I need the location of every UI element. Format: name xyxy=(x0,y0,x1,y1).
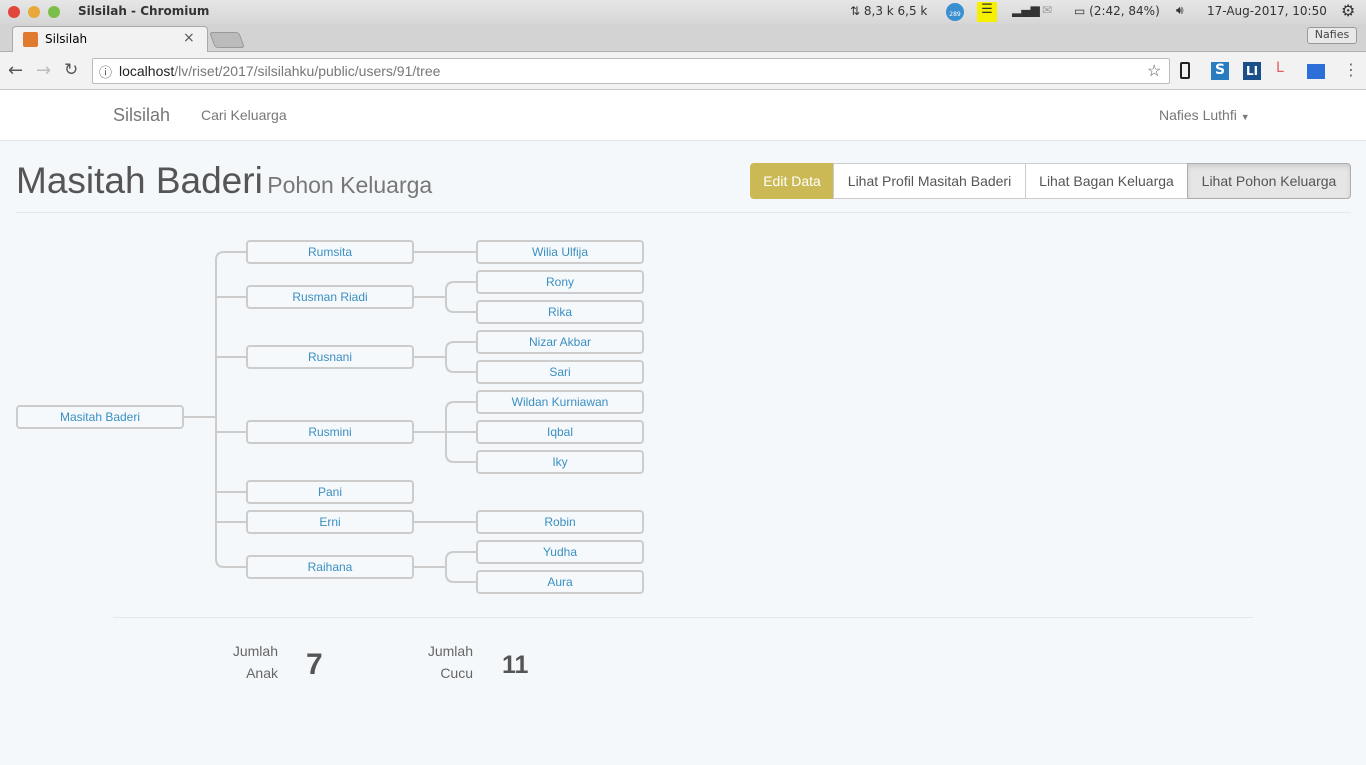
tab-silsilah[interactable]: Silsilah × xyxy=(12,26,208,52)
grandchild-node[interactable]: Nizar Akbar xyxy=(476,330,644,354)
extension-calendar-icon[interactable] xyxy=(1307,64,1325,79)
grandchild-connector xyxy=(445,551,476,561)
child-node[interactable]: Rusnani xyxy=(246,345,414,369)
info-icon[interactable]: ⓘ xyxy=(99,65,113,80)
grandchild-connector xyxy=(445,281,476,291)
child-node[interactable]: Rumsita xyxy=(246,240,414,264)
reload-icon[interactable]: ↻ xyxy=(64,60,79,80)
signal-icon[interactable]: ▂▄▆ xyxy=(1012,3,1040,17)
child-node[interactable]: Pani xyxy=(246,480,414,504)
grandchild-node[interactable]: Rony xyxy=(476,270,644,294)
grandchild-connector xyxy=(445,401,476,411)
navbar: Silsilah Cari Keluarga Nafies Luthfi ▼ xyxy=(0,90,1366,141)
grandchild-node[interactable]: Wilia Ulfija xyxy=(476,240,644,264)
os-top-bar: Silsilah - Chromium ⇅ 8,3 k 6,5 k 289 ☰ … xyxy=(0,0,1366,24)
grandchild-connector xyxy=(445,453,476,463)
children-count-label: Jumlah Anak xyxy=(200,640,278,684)
grandchild-connector xyxy=(445,573,476,583)
url-path: /lv/riset/2017/silsilahku/public/users/9… xyxy=(174,63,441,79)
bookmark-star-icon[interactable]: ☆ xyxy=(1147,63,1162,80)
clock[interactable]: 17-Aug-2017, 10:50 xyxy=(1207,4,1327,18)
page-header: Masitah Baderi Pohon Keluarga xyxy=(16,160,432,202)
child-connector xyxy=(215,558,246,568)
grandchild-node[interactable]: Sari xyxy=(476,360,644,384)
url-host: localhost xyxy=(119,63,175,79)
children-count: 7 xyxy=(306,648,323,681)
network-speed: 8,3 k 6,5 k xyxy=(863,4,928,18)
grandchild-node[interactable]: Robin xyxy=(476,510,644,534)
notes-icon[interactable]: ☰ xyxy=(977,2,997,22)
grandchild-node[interactable]: Rika xyxy=(476,300,644,324)
extension-laravel-icon[interactable]: ᒪ xyxy=(1276,60,1284,76)
child-node[interactable]: Rusman Riadi xyxy=(246,285,414,309)
network-indicator: ⇅ 8,3 k 6,5 k xyxy=(850,4,928,18)
extension-li-icon[interactable]: LI xyxy=(1243,62,1261,80)
label-line: Jumlah xyxy=(232,643,278,659)
back-icon[interactable]: ← xyxy=(8,60,24,81)
caret-down-icon: ▼ xyxy=(1240,112,1250,122)
tab-title: Silsilah xyxy=(45,32,88,46)
minimize-window-button[interactable] xyxy=(28,6,40,18)
label-line: Jumlah xyxy=(427,643,473,659)
grandchild-connector xyxy=(445,341,476,351)
mail-icon[interactable]: ✉ xyxy=(1042,3,1053,17)
page-subtitle: Pohon Keluarga xyxy=(267,172,433,198)
grandchild-node[interactable]: Aura xyxy=(476,570,644,594)
grandchild-node[interactable]: Yudha xyxy=(476,540,644,564)
extension-phone-icon[interactable] xyxy=(1180,62,1190,79)
child-node[interactable]: Raihana xyxy=(246,555,414,579)
user-menu[interactable]: Nafies Luthfi ▼ xyxy=(1159,107,1250,123)
counter-badge-icon[interactable]: 289 xyxy=(946,3,964,21)
view-chart-button[interactable]: Lihat Bagan Keluarga xyxy=(1025,163,1188,199)
grandchildren-count-label: Jumlah Cucu xyxy=(395,640,473,684)
close-window-button[interactable] xyxy=(8,6,20,18)
brand-link[interactable]: Silsilah xyxy=(113,105,171,125)
address-bar[interactable]: ⓘ localhost/lv/riset/2017/silsilahku/pub… xyxy=(92,58,1170,84)
child-connector xyxy=(215,251,246,261)
grandchild-node[interactable]: Wildan Kurniawan xyxy=(476,390,644,414)
view-tree-button[interactable]: Lihat Pohon Keluarga xyxy=(1187,163,1351,199)
grandchildren-count: 11 xyxy=(502,651,529,679)
child-node[interactable]: Rusmini xyxy=(246,420,414,444)
user-name: Nafies Luthfi xyxy=(1159,107,1237,123)
profile-button[interactable]: Nafies xyxy=(1307,27,1357,44)
grandchild-connector xyxy=(445,363,476,373)
close-tab-icon[interactable]: × xyxy=(183,30,195,46)
stats-divider xyxy=(113,617,1253,618)
page-title: Masitah Baderi xyxy=(16,160,263,201)
gear-icon[interactable]: ⚙ xyxy=(1341,1,1356,20)
volume-icon[interactable]: 🔊︎ xyxy=(1176,3,1184,17)
grandchild-connector xyxy=(445,303,476,313)
edit-data-button[interactable]: Edit Data xyxy=(750,163,834,199)
favicon-icon xyxy=(23,32,38,47)
label-line: Cucu xyxy=(440,665,473,681)
window-title: Silsilah - Chromium xyxy=(78,4,210,18)
root-node[interactable]: Masitah Baderi xyxy=(16,405,184,429)
header-divider xyxy=(16,212,1351,213)
grandchild-node[interactable]: Iqbal xyxy=(476,420,644,444)
tree-connectors xyxy=(184,251,476,583)
menu-icon[interactable]: ⋮ xyxy=(1343,60,1359,79)
view-profile-button[interactable]: Lihat Profil Masitah Baderi xyxy=(833,163,1026,199)
nav-link-cari-keluarga[interactable]: Cari Keluarga xyxy=(201,107,287,123)
battery-text: (2:42, 84%) xyxy=(1089,4,1160,18)
battery-indicator[interactable]: ▭ (2:42, 84%) xyxy=(1074,4,1160,18)
label-line: Anak xyxy=(246,665,278,681)
forward-icon[interactable]: → xyxy=(36,60,52,81)
grandchild-node[interactable]: Iky xyxy=(476,450,644,474)
child-node[interactable]: Erni xyxy=(246,510,414,534)
maximize-window-button[interactable] xyxy=(48,6,60,18)
extension-s-icon[interactable]: S xyxy=(1211,62,1229,80)
